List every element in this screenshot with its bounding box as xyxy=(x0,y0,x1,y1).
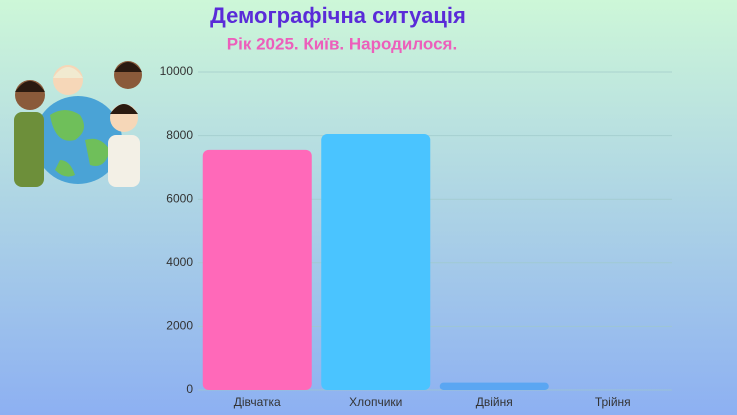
illustration xyxy=(14,61,142,187)
bar xyxy=(439,382,549,390)
x-tick-label: Двійня xyxy=(476,395,513,409)
bar xyxy=(202,149,312,390)
chart-subtitle: Рік 2025. Київ. Народилося. xyxy=(227,34,457,53)
y-tick-label: 2000 xyxy=(166,319,193,333)
y-tick-label: 10000 xyxy=(160,64,194,78)
y-tick-label: 6000 xyxy=(166,191,193,205)
x-tick-label: Хлопчики xyxy=(349,395,402,409)
x-tick-label: Дівчатка xyxy=(234,395,281,409)
y-tick-label: 0 xyxy=(186,382,193,396)
bar xyxy=(321,134,431,390)
chart-title: Демографічна ситуація xyxy=(210,3,466,28)
x-tick-label: Трійня xyxy=(595,395,631,409)
y-tick-label: 4000 xyxy=(166,255,193,269)
y-tick-label: 8000 xyxy=(166,128,193,142)
